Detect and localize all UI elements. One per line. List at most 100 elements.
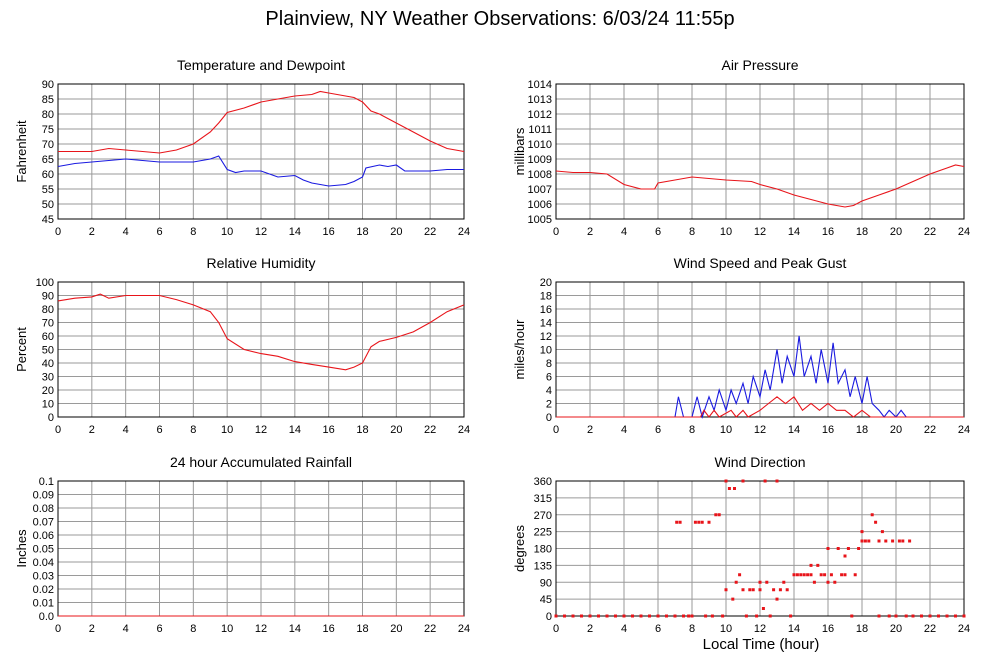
data-point — [622, 614, 626, 618]
data-point — [734, 580, 738, 584]
data-point — [755, 614, 759, 618]
data-point — [673, 614, 677, 618]
data-point — [710, 614, 714, 618]
x-tick-label: 4 — [621, 424, 627, 436]
data-point — [850, 614, 854, 618]
data-point — [775, 597, 779, 601]
plot-frame — [555, 281, 965, 418]
y-tick-label: 0 — [546, 412, 552, 424]
y-tick-label: 65 — [42, 154, 54, 166]
data-point — [704, 614, 708, 618]
y-tick-label: 40 — [42, 358, 54, 370]
x-tick-label: 6 — [655, 226, 661, 238]
x-tick-label: 2 — [587, 226, 593, 238]
data-point — [894, 614, 898, 618]
x-tick-label: 14 — [788, 623, 800, 635]
direction-chart: 0 2 4 6 8 10 12 14 16 18 20 22 240459013518022527031… — [512, 454, 970, 635]
data-point — [580, 614, 583, 618]
y-tick-label: 100 — [36, 277, 54, 289]
x-tick-label: 18 — [356, 424, 368, 436]
x-tick-label: 10 — [720, 226, 732, 238]
x-tick-label: 24 — [458, 424, 470, 436]
y-tick-label: 1013 — [528, 94, 552, 106]
data-point — [911, 614, 915, 618]
y-tick-label: 12 — [540, 331, 552, 343]
x-tick-label: 0 — [553, 623, 559, 635]
y-axis-label: Percent — [14, 327, 29, 372]
data-point — [819, 573, 823, 577]
data-point — [748, 588, 752, 592]
x-tick-label: 14 — [289, 226, 301, 238]
x-tick-label: 8 — [190, 226, 196, 238]
temp-chart: 0 2 4 6 8 10 12 14 16 18 20 22 244550556065707580859… — [14, 57, 470, 238]
x-tick-label: 20 — [890, 623, 902, 635]
x-tick-label: 2 — [89, 623, 95, 635]
y-tick-label: 0.06 — [33, 530, 54, 542]
pressure-series-line-0 — [555, 164, 965, 208]
page-title: Plainview, NY Weather Observations: 6/03… — [265, 8, 735, 30]
y-tick-label: 70 — [42, 318, 54, 330]
y-axis-label: Fahrenheit — [14, 120, 29, 183]
y-tick-label: 0.04 — [33, 557, 54, 569]
x-tick-label: 20 — [390, 424, 402, 436]
x-tick-label: 6 — [156, 623, 162, 635]
plot-frame — [555, 83, 965, 220]
data-point — [571, 614, 575, 618]
data-point — [733, 487, 736, 490]
data-point — [891, 539, 895, 543]
y-axis-label: degrees — [512, 525, 527, 572]
data-point — [928, 614, 932, 618]
data-point — [682, 614, 685, 618]
data-point — [884, 539, 888, 543]
y-tick-label: 16 — [540, 304, 552, 316]
data-point — [554, 614, 558, 618]
x-tick-label: 0 — [55, 623, 61, 635]
y-tick-label: 0.09 — [33, 490, 54, 502]
data-point — [697, 520, 701, 524]
x-tick-label: 14 — [289, 623, 301, 635]
x-tick-label: 22 — [424, 623, 436, 635]
y-tick-label: 360 — [534, 476, 552, 488]
x-tick-label: 16 — [822, 623, 834, 635]
direction-series-0 — [554, 479, 966, 618]
x-tick-label: 2 — [89, 226, 95, 238]
data-point — [693, 520, 697, 524]
y-tick-label: 14 — [540, 318, 552, 330]
data-point — [823, 573, 827, 577]
chart-title: Air Pressure — [721, 57, 798, 73]
data-point — [789, 614, 793, 618]
y-tick-label: 1007 — [528, 184, 552, 196]
data-point — [714, 513, 718, 517]
y-tick-label: 1011 — [528, 124, 552, 136]
x-tick-label: 24 — [458, 623, 470, 635]
x-tick-label: 18 — [356, 623, 368, 635]
data-point — [877, 539, 881, 543]
data-point — [806, 573, 810, 577]
y-tick-label: 90 — [42, 79, 54, 91]
x-tick-label: 6 — [655, 424, 661, 436]
x-tick-label: 2 — [89, 424, 95, 436]
x-tick-label: 22 — [924, 226, 936, 238]
data-point — [700, 520, 704, 524]
x-tick-label: 6 — [655, 623, 661, 635]
data-point — [904, 614, 908, 618]
x-tick-label: 10 — [720, 424, 732, 436]
x-tick-label: 20 — [390, 623, 402, 635]
data-point — [731, 597, 735, 601]
y-tick-label: 0.01 — [33, 598, 54, 610]
y-tick-label: 90 — [42, 291, 54, 303]
x-tick-label: 24 — [458, 226, 470, 238]
data-point — [870, 513, 874, 517]
x-tick-label: 22 — [924, 424, 936, 436]
data-point — [833, 580, 837, 584]
data-point — [812, 580, 816, 584]
x-tick-label: 0 — [55, 424, 61, 436]
y-tick-label: 8 — [546, 358, 552, 370]
x-tick-label: 16 — [822, 424, 834, 436]
x-tick-label: 4 — [621, 623, 627, 635]
y-axis-label: miles/hour — [512, 319, 527, 380]
x-tick-label: 22 — [924, 623, 936, 635]
data-point — [758, 580, 762, 584]
y-tick-label: 4 — [546, 385, 552, 397]
x-tick-label: 8 — [689, 226, 695, 238]
